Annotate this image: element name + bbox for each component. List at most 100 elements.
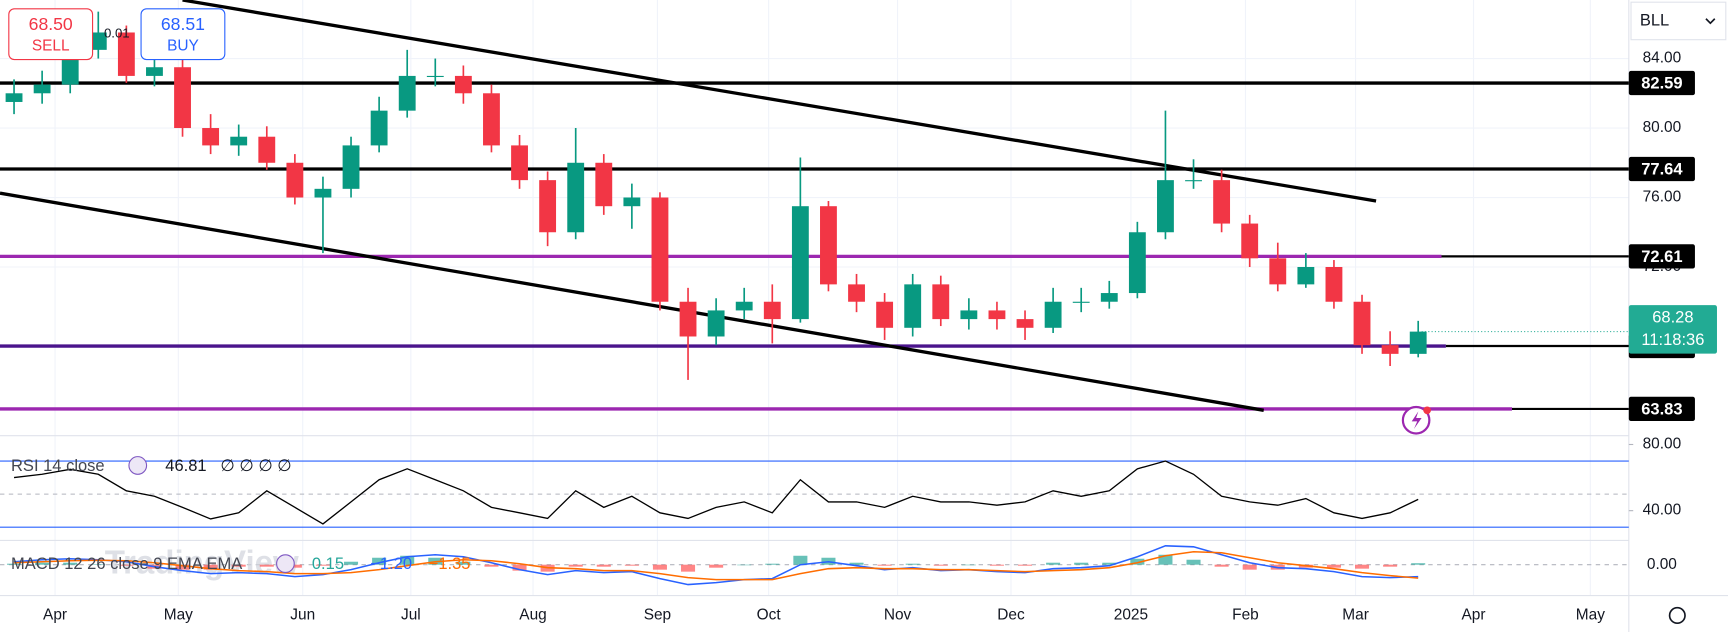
candle-body — [258, 136, 276, 163]
candle-body — [1072, 301, 1090, 303]
level-label: 77.64 — [1641, 159, 1683, 178]
macd-histogram-bar — [961, 564, 976, 566]
candle-body — [679, 301, 697, 337]
macd-tick-label: 0.00 — [1647, 556, 1677, 573]
macd-settings-icon[interactable] — [276, 554, 295, 573]
macd-histogram-bar — [231, 564, 246, 567]
macd-histogram-bar — [989, 564, 1004, 566]
macd-histogram-bar — [91, 564, 106, 565]
macd-histogram-bar — [1214, 564, 1229, 567]
macd-histogram-bar — [35, 562, 50, 565]
candle-body — [1044, 301, 1062, 328]
alert-dot — [1423, 406, 1431, 415]
macd-histogram-bar — [737, 564, 752, 566]
candle-body — [483, 93, 500, 146]
symbol: BLL — [1640, 10, 1669, 29]
candle-body — [426, 75, 444, 78]
macd-histogram-bar — [456, 561, 471, 565]
candle-body — [539, 180, 557, 233]
y-tick-label: 76.00 — [1643, 189, 1682, 206]
spread: 0.01 — [104, 26, 130, 41]
macd-histogram-bar — [1383, 564, 1398, 567]
candle-body — [932, 284, 950, 320]
x-tick-label: Oct — [757, 607, 782, 624]
level-label: 72.61 — [1641, 247, 1682, 266]
rsi-icons: ∅ ∅ ∅ ∅ — [220, 456, 291, 475]
candle-body — [370, 110, 388, 146]
x-tick-label: Feb — [1232, 607, 1259, 624]
x-tick-label: Jun — [290, 607, 315, 624]
macd-histogram-bar — [1411, 563, 1426, 565]
rsi-title: RSI 14 close — [11, 456, 105, 475]
macd-histogram-bar — [400, 555, 415, 565]
level-label: 63.83 — [1641, 399, 1682, 418]
rsi-tick-label: 40.00 — [1643, 502, 1682, 519]
candle-body — [595, 162, 613, 207]
x-tick-label: May — [1576, 607, 1605, 624]
rsi-legend-value: 46.81 — [165, 456, 206, 475]
macd-histogram-bar — [652, 564, 667, 570]
candle-body — [1269, 258, 1287, 285]
x-tick-label: Aug — [519, 607, 546, 624]
macd-histogram-bar — [709, 564, 724, 568]
candle-body — [1185, 180, 1202, 182]
level-label-box — [1628, 70, 1695, 96]
countdown: 11:18:36 — [1641, 330, 1704, 349]
settings-icon[interactable] — [1668, 606, 1686, 625]
rsi-tick-label: 80.00 — [1643, 436, 1682, 453]
candle-body — [735, 301, 753, 311]
candle-body — [89, 32, 107, 50]
macd-histogram-bar — [175, 564, 190, 570]
macd-histogram-bar — [1355, 564, 1370, 569]
alert-bolt — [1411, 411, 1422, 430]
candle-body — [848, 284, 865, 302]
rsi-settings-icon[interactable] — [128, 456, 148, 475]
overlay: Apr May Jun Jul Aug Sep Oct Nov Dec 2025 Feb Mar Apr… — [8, 1, 1727, 625]
trendline — [0, 191, 1265, 412]
candle-body — [5, 93, 23, 102]
candle-body — [117, 32, 135, 76]
candle-body — [820, 206, 837, 285]
dropdown-arrow — [1705, 18, 1716, 25]
candle-body — [146, 67, 163, 76]
level-label-box — [1628, 244, 1695, 269]
last-price-box — [1628, 305, 1717, 354]
y-tick-label: 84.00 — [1643, 50, 1682, 67]
level-label-box — [1628, 396, 1695, 422]
macd-line — [13, 545, 1419, 586]
x-tick-label: Jul — [401, 607, 421, 624]
macd-histogram-bar — [681, 564, 696, 572]
candle-body — [286, 162, 304, 198]
last-price-label: 68.28 — [1652, 308, 1693, 327]
macd-histogram-bar — [119, 564, 134, 566]
y-tick-label: 80.00 — [1643, 119, 1682, 136]
candle-body — [1100, 293, 1118, 302]
macd-histogram-bar — [1046, 562, 1061, 565]
candle-body — [511, 145, 528, 181]
x-tick-label: Sep — [644, 607, 671, 624]
candle-body — [1381, 345, 1399, 354]
macd-histogram-bar — [1186, 559, 1201, 565]
x-tick-label: 2025 — [1114, 607, 1148, 624]
trendline — [182, 0, 1377, 203]
macd-histogram-bar — [1158, 554, 1173, 565]
candle-body — [230, 136, 248, 146]
buy-button[interactable] — [140, 8, 226, 61]
macd-histogram-bar — [765, 563, 780, 565]
sell-button[interactable] — [8, 8, 94, 61]
x-tick-label: Apr — [1462, 607, 1486, 624]
candle-body — [707, 310, 725, 337]
macd-histogram-bar — [1326, 564, 1341, 568]
signal-line — [14, 551, 1419, 581]
candle-body — [1241, 223, 1259, 259]
candle-body — [651, 197, 669, 302]
symbol-selector[interactable] — [1630, 1, 1727, 41]
buy-price: 68.51 — [161, 14, 205, 34]
buy-label: BUY — [167, 37, 199, 54]
macd-histogram-bar — [793, 555, 808, 565]
level-label-box — [1628, 156, 1695, 182]
candle-body — [876, 301, 894, 328]
